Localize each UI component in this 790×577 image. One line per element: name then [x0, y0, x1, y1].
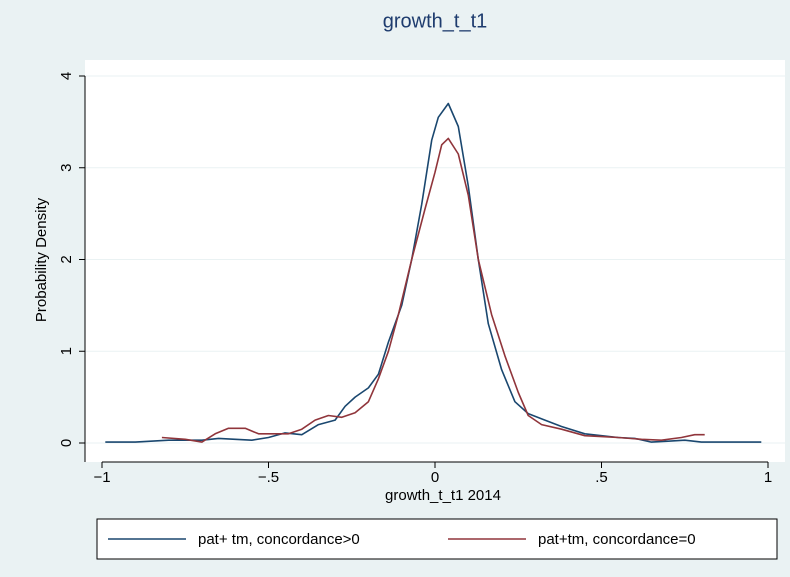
x-tick-label: −1: [93, 469, 110, 486]
x-tick-label: 1: [764, 469, 772, 486]
x-axis-title: growth_t_t1 2014: [385, 487, 501, 504]
x-tick-label: .5: [595, 469, 608, 486]
y-axis-title: Probability Density: [33, 197, 50, 322]
x-tick-label: 0: [431, 469, 439, 486]
density-line: [161, 137, 705, 443]
y-tick-label: 4: [58, 72, 75, 80]
chart-title: growth_t_t1: [383, 10, 488, 32]
legend-label: pat+tm, concordance=0: [538, 531, 696, 548]
legend-box: [96, 518, 778, 560]
y-tick-label: 3: [58, 164, 75, 172]
legend-label: pat+ tm, concordance>0: [198, 531, 360, 548]
y-tick-label: 0: [58, 439, 75, 447]
plot-area: [85, 60, 785, 462]
x-tick-label: −.5: [258, 469, 279, 486]
y-tick-label: 1: [58, 347, 75, 355]
y-tick-label: 2: [58, 255, 75, 263]
